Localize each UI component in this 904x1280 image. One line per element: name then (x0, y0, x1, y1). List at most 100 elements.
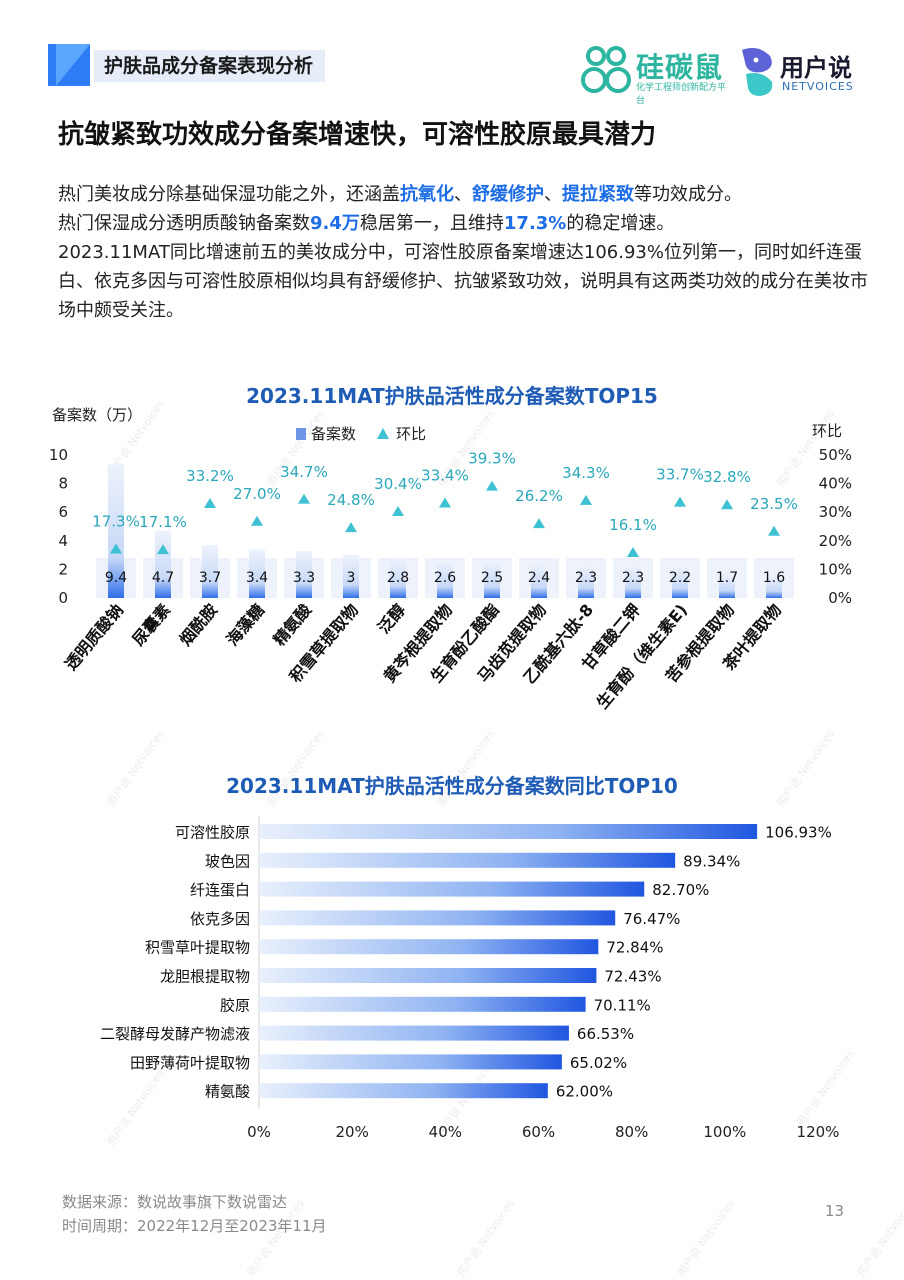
bar (259, 852, 676, 868)
bar-value-label: 2.2 (669, 570, 691, 586)
ratio-value-label: 16.1% (609, 516, 657, 534)
y2-axis-label: 环比 (812, 422, 842, 440)
ratio-value-label: 32.8% (703, 468, 751, 486)
intro-paragraph: 热门美妆成分除基础保湿功能之外，还涵盖抗氧化、舒缓修护、提拉紧致等功效成分。 热… (58, 180, 868, 325)
bar (766, 575, 782, 598)
ratio-marker (204, 498, 216, 509)
category-label: 泛醇 (374, 600, 409, 637)
ratio-value-label: 33.7% (656, 466, 704, 484)
data-source: 数据来源：数说故事旗下数说雷达 (62, 1193, 288, 1211)
ratio-marker (721, 499, 733, 510)
bar-value-label: 3 (347, 570, 356, 586)
y-tick-label: 8 (58, 475, 68, 493)
bar (625, 565, 641, 598)
y-tick-label: 2 (58, 560, 68, 578)
chart2-yoy-top10: 可溶性胶原 106.93% 玻色因 89.34% 纤连蛋白 82.70% 依克多因 76.47… (100, 816, 840, 1141)
category-label: 海藻糖 (223, 600, 268, 649)
ratio-value-label: 24.8% (327, 491, 375, 509)
category-label: 依克多因 (190, 910, 250, 928)
bar (296, 550, 312, 598)
ratio-value-label: 27.0% (233, 485, 281, 503)
page-title: 抗皱紧致功效成分备案增速快，可溶性胶原最具潜力 (58, 120, 657, 150)
chart1-title: 2023.11MAT护肤品活性成分备案数TOP15 (246, 384, 658, 408)
y-tick-label: 0 (58, 589, 68, 607)
ratio-value-label: 23.5% (750, 495, 798, 513)
chart1-top15: 备案数（万） 环比 0 2 4 6 8 10 0% 10% 20% 30% 40% 50% 备案数 环比 9.4… (49, 406, 852, 712)
x-tick-label: 80% (615, 1123, 648, 1141)
bar-value-label: 70.11% (594, 996, 651, 1014)
x-tick-label: 100% (703, 1123, 746, 1141)
chart2-title: 2023.11MAT护肤品活性成分备案数同比TOP10 (226, 774, 678, 798)
category-label: 积雪草叶提取物 (145, 939, 250, 957)
x-tick-label: 60% (522, 1123, 555, 1141)
bar (531, 563, 547, 598)
bar-value-label: 72.84% (606, 939, 663, 957)
ratio-marker (768, 525, 780, 536)
bar (259, 1083, 548, 1099)
category-label: 田野薄荷叶提取物 (130, 1054, 250, 1072)
bar-value-label: 1.7 (716, 570, 738, 586)
ratio-value-label: 17.3% (92, 513, 140, 531)
y-axis-label: 备案数（万） (52, 406, 142, 424)
bar (259, 968, 597, 983)
mouse-logo-icon (581, 46, 631, 93)
category-label: 二裂酵母发酵产物滤液 (100, 1025, 250, 1043)
ratio-marker (345, 522, 357, 533)
x-tick-label: 0% (247, 1123, 271, 1141)
bar-value-label: 82.70% (652, 881, 709, 899)
ratio-value-label: 34.3% (562, 464, 610, 482)
bar (672, 566, 688, 598)
bar (259, 881, 645, 897)
y2-tick-label: 10% (819, 560, 852, 578)
logo-guitanshu: 硅碳鼠 化学工程师创新配方平台 (580, 44, 730, 106)
section-header: 护肤品成分备案表现分析 (48, 44, 332, 86)
logo1-name: 硅碳鼠 (636, 51, 724, 84)
category-label: 透明质酸钠 (61, 600, 127, 674)
category-label: 尿囊素 (129, 600, 174, 649)
y-tick-label: 6 (58, 503, 68, 521)
ratio-marker (392, 506, 404, 517)
bar-value-label: 2.6 (434, 570, 456, 586)
ratio-value-label: 30.4% (374, 475, 422, 493)
logo1-subtitle: 化学工程师创新配方平台 (636, 83, 727, 106)
bar-value-label: 65.02% (570, 1054, 627, 1072)
bar (249, 549, 265, 598)
ratio-marker (251, 515, 263, 526)
ratio-value-label: 33.4% (421, 466, 469, 484)
logo2-subtitle: NETVOICES (782, 80, 854, 93)
bar (155, 530, 171, 598)
y2-tick-label: 20% (819, 532, 852, 550)
bar-value-label: 9.4 (105, 570, 127, 586)
legend-label-bar: 备案数 (311, 425, 356, 443)
logo2-name: 用户说 (780, 54, 852, 82)
bar-value-label: 72.43% (604, 968, 661, 986)
ratio-marker (110, 543, 122, 554)
y-tick-label: 4 (58, 532, 68, 550)
bar (437, 560, 453, 598)
x-tick-label: 120% (797, 1123, 840, 1141)
x-tick-label: 20% (335, 1123, 368, 1141)
bar-value-label: 106.93% (765, 824, 832, 842)
bar-value-label: 62.00% (556, 1083, 613, 1101)
ratio-marker (580, 494, 592, 505)
bar-value-label: 66.53% (577, 1025, 634, 1043)
category-label: 纤连蛋白 (190, 881, 250, 899)
bar (259, 824, 758, 839)
category-label: 烟酰胺 (176, 600, 221, 649)
para-line-3: 2023.11MAT同比增速前五的美妆成分中，可溶性胶原备案增速达106.93%… (58, 242, 868, 321)
watermark-text: 用户说 Netvoices (454, 1197, 518, 1280)
y-tick-label: 10 (49, 446, 68, 464)
category-label: 精氨酸 (270, 600, 316, 650)
category-label: 龙胆根提取物 (160, 968, 250, 986)
ratio-value-label: 34.7% (280, 463, 328, 481)
ratio-marker (439, 497, 451, 508)
bar-value-label: 2.3 (575, 570, 597, 586)
category-label: 可溶性胶原 (175, 824, 250, 842)
para-line-2: 热门保湿成分透明质酸钠备案数9.4万稳居第一，且维持17.3%的稳定增速。 (58, 213, 675, 234)
bar-value-label: 2.4 (528, 570, 550, 586)
bar (484, 562, 500, 598)
bar-value-label: 76.47% (623, 910, 680, 928)
ratio-marker (533, 518, 545, 529)
legend-swatch-bar (296, 428, 306, 440)
footer-notes: 数据来源：数说故事旗下数说雷达 时间周期：2022年12月至2023年11月 (62, 1190, 327, 1238)
